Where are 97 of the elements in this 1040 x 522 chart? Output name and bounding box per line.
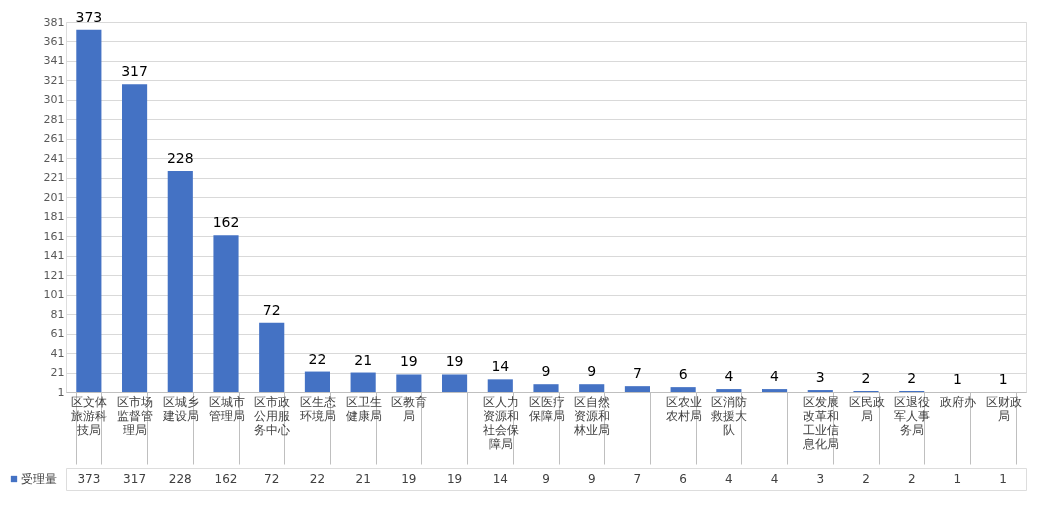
bar	[76, 29, 102, 392]
y-tick-label: 61	[50, 327, 65, 341]
bar	[259, 322, 285, 392]
y-tick-label: 301	[43, 93, 65, 107]
bar	[716, 389, 742, 392]
y-tick-label: 241	[43, 151, 65, 165]
text: 22	[308, 350, 327, 367]
text: 9	[541, 363, 551, 380]
text: 7	[632, 365, 642, 382]
x-tick-label: 政府办	[939, 394, 976, 409]
text: 162	[212, 214, 240, 231]
data-label: 7	[633, 472, 642, 486]
data-label: 373	[77, 472, 101, 486]
data-label: 228	[168, 472, 192, 486]
y-tick-label: 121	[43, 268, 65, 282]
y-tick-label: 361	[43, 34, 65, 48]
text: 373	[75, 8, 103, 25]
x-tick-label: 区市场监督管理局	[117, 394, 154, 437]
y-tick-label: 181	[43, 210, 65, 224]
bar	[442, 374, 468, 392]
text: 317	[121, 63, 148, 80]
text: 228	[166, 149, 194, 166]
x-tick-label: 区教育局	[391, 394, 428, 423]
text: 19	[445, 353, 464, 370]
bar	[122, 84, 148, 392]
y-tick-label: 321	[43, 73, 65, 87]
data-label: 2	[862, 472, 870, 486]
data-label: 22	[309, 472, 326, 486]
x-tick-label: 区民政局	[848, 394, 885, 423]
y-tick-label: 161	[43, 229, 65, 243]
y-tick-label: 81	[50, 307, 65, 321]
x-tick-label: 区文体旅游科技局	[71, 394, 108, 437]
y-tick-label: 281	[43, 112, 65, 126]
bar	[624, 386, 650, 392]
text: 4	[724, 368, 734, 385]
y-tick-label: 201	[43, 190, 65, 204]
text: 21	[354, 351, 373, 368]
x-tick-label: 区市政公用服务中心	[254, 394, 291, 437]
y-tick-label: 341	[43, 54, 65, 68]
bar	[304, 371, 330, 392]
x-tick-label: 区退役军人事务局	[894, 394, 931, 437]
data-label: 9	[542, 472, 550, 486]
bar	[350, 372, 376, 392]
text: 2	[907, 370, 917, 387]
x-tick-label: 区人力资源和社会保障局	[482, 394, 519, 451]
text: 3	[815, 369, 825, 386]
text: 19	[399, 353, 418, 370]
x-tick-label: 区生态环境局	[299, 394, 336, 423]
data-label: 317	[123, 472, 147, 486]
data-label: 19	[401, 472, 417, 486]
bar	[579, 384, 605, 392]
x-tick-label: 区城市管理局	[208, 394, 245, 423]
y-tick-label: 141	[43, 249, 65, 263]
bar	[670, 387, 696, 392]
data-label: 4	[725, 472, 733, 486]
text: 4	[770, 368, 780, 385]
data-label: 162	[214, 472, 238, 486]
x-tick-label: 区卫生健康局	[345, 394, 382, 423]
y-tick-label: 1	[57, 385, 65, 399]
bar	[487, 379, 513, 392]
x-tick-label: 区自然资源和林业局	[573, 394, 611, 437]
y-tick-label: 221	[43, 171, 65, 185]
data-label: 9	[587, 472, 596, 486]
y-tick-label: 381	[43, 15, 65, 29]
x-tick-label: 区发展改革和工业信息化局	[801, 394, 839, 451]
text: 14	[491, 358, 510, 375]
data-label: 1	[953, 472, 962, 486]
y-tick-label: 101	[43, 288, 65, 302]
bar	[533, 384, 559, 392]
x-tick-label: 区财政局	[985, 394, 1022, 423]
text: 1	[952, 371, 962, 387]
data-label: 3	[816, 472, 825, 486]
text: 6	[678, 366, 688, 383]
bar	[762, 389, 788, 392]
x-tick-label: 区消防救援大队	[710, 394, 748, 437]
data-label: 21	[355, 472, 371, 486]
text: 2	[861, 370, 871, 387]
data-label: 72	[264, 472, 280, 486]
data-label: 14	[492, 472, 508, 486]
text: 1	[998, 371, 1008, 387]
x-tick-label: 区农业农村局	[665, 394, 702, 423]
data-label: 1	[999, 472, 1007, 486]
text: 9	[587, 363, 597, 380]
data-label: 19	[446, 472, 463, 486]
data-label: 6	[679, 472, 687, 486]
text: 72	[262, 301, 281, 318]
legend-label: 受理量	[21, 472, 57, 486]
y-tick-label: 261	[43, 132, 65, 146]
y-tick-label: 41	[50, 346, 65, 360]
x-tick-label: 区医疗保障局	[528, 394, 565, 423]
bar	[213, 235, 239, 392]
data-label: 4	[770, 472, 779, 486]
x-tick-label: 区城乡建设局	[161, 394, 199, 423]
data-label: 2	[907, 472, 916, 486]
bar	[167, 170, 193, 392]
bar	[396, 374, 422, 392]
y-tick-label: 21	[50, 366, 65, 380]
